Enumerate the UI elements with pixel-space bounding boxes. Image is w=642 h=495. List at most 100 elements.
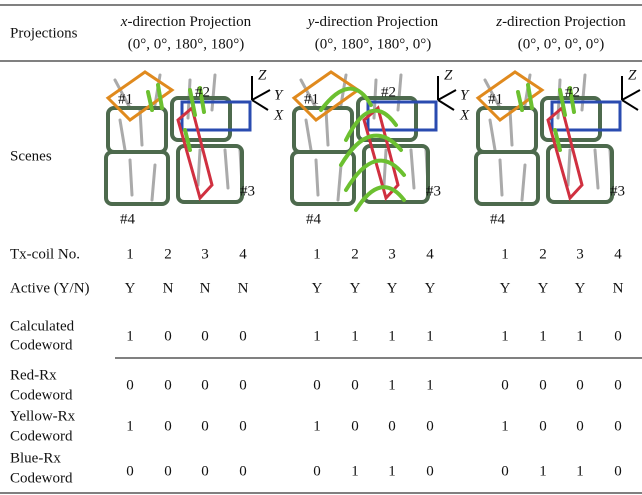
row-label: Scenes: [10, 148, 52, 164]
coil-label: #1: [488, 91, 503, 107]
axis-arrow: [621, 89, 641, 101]
axis-label: Z: [258, 67, 267, 83]
row-label: Codeword: [10, 387, 73, 403]
field-line: [568, 86, 576, 114]
rod: [113, 78, 132, 110]
cell: 3: [388, 246, 396, 262]
axis-label: Y: [460, 87, 470, 103]
axis-label: Z: [628, 67, 637, 83]
cell: 0: [576, 418, 584, 434]
cell: 0: [239, 328, 247, 344]
cell: 0: [201, 418, 209, 434]
coil: [546, 144, 614, 204]
cell: 0: [351, 377, 359, 393]
cell: 1: [126, 328, 134, 344]
cell: 0: [126, 377, 134, 393]
rod: [138, 108, 144, 147]
rod: [128, 158, 134, 197]
red-rx: [546, 105, 584, 201]
row-label: Codeword: [10, 470, 73, 486]
cell: 0: [426, 463, 434, 479]
rod: [488, 118, 497, 152]
cell: 2: [539, 246, 547, 262]
cell: 3: [201, 246, 209, 262]
cell: 0: [201, 377, 209, 393]
cell: 0: [164, 463, 172, 479]
yellow-rx: [475, 70, 545, 122]
cell: 0: [313, 463, 321, 479]
field-line: [344, 158, 406, 192]
cell: 2: [164, 246, 172, 262]
cell: 1: [388, 463, 396, 479]
field-line: [183, 128, 192, 152]
rod: [520, 163, 527, 202]
cell: 4: [426, 246, 434, 262]
row-header: Projections: [10, 25, 78, 41]
cell: 1: [501, 246, 509, 262]
cell: 0: [426, 418, 434, 434]
field-line: [354, 185, 406, 212]
cell: 0: [388, 418, 396, 434]
cell: Y: [387, 280, 398, 296]
cell: N: [238, 280, 249, 296]
coil-label: #4: [120, 211, 136, 227]
cell: 0: [501, 377, 509, 393]
coil-label: #3: [610, 183, 625, 199]
rod: [314, 158, 320, 197]
cell: 0: [501, 463, 509, 479]
cell: 0: [239, 377, 247, 393]
rod: [336, 163, 343, 202]
column-title: y-direction Projection: [306, 14, 439, 30]
cell: 1: [313, 418, 321, 434]
cell: 0: [576, 377, 584, 393]
cell: 1: [501, 418, 509, 434]
cell: N: [200, 280, 211, 296]
cell: 4: [614, 246, 622, 262]
cell: 1: [351, 328, 359, 344]
column-title: z-direction Projection: [495, 14, 626, 30]
axis-arrow: [251, 89, 271, 101]
cell: 1: [313, 246, 321, 262]
rod: [324, 108, 330, 147]
axis-name: x: [120, 14, 128, 30]
cell: 1: [388, 328, 396, 344]
field-line: [558, 88, 567, 117]
cell: 1: [388, 377, 396, 393]
field-line: [188, 88, 197, 117]
cell: 1: [539, 328, 547, 344]
coil: [474, 150, 540, 206]
axis-arrow: [251, 99, 269, 111]
rod: [483, 78, 502, 110]
cell: 0: [239, 418, 247, 434]
axis-name: y: [306, 14, 315, 30]
rod: [409, 148, 416, 190]
cell: Y: [500, 280, 511, 296]
coil-label: #4: [490, 211, 506, 227]
scene-image: ZYX #1 #2 #3 #4: [104, 67, 284, 227]
column-angles: (0°, 180°, 180°, 0°): [315, 36, 431, 52]
rod: [580, 73, 587, 112]
coil-label: #3: [426, 183, 441, 199]
row-label: Calculated: [10, 318, 75, 334]
coil-label: #1: [304, 91, 319, 107]
cell: 1: [576, 328, 584, 344]
axis-arrow: [437, 89, 457, 101]
axis-label: Y: [274, 87, 284, 103]
axis-arrow: [437, 99, 455, 111]
row-label: Yellow-Rx: [10, 408, 76, 424]
column-angles: (0°, 0°, 180°, 180°): [128, 36, 244, 52]
cell: 1: [576, 463, 584, 479]
coil-label: #1: [118, 91, 133, 107]
field-line: [516, 90, 524, 112]
cell: 1: [426, 377, 434, 393]
cell: Y: [425, 280, 436, 296]
coil-label: #4: [306, 211, 322, 227]
row-label: Codeword: [10, 337, 73, 353]
cell: N: [163, 280, 174, 296]
row-label: Red-Rx: [10, 367, 57, 383]
rod: [566, 148, 572, 187]
cell: 0: [201, 328, 209, 344]
cell: Y: [350, 280, 361, 296]
scene-image: ZYX #1 #2 #3 #4: [290, 67, 470, 227]
